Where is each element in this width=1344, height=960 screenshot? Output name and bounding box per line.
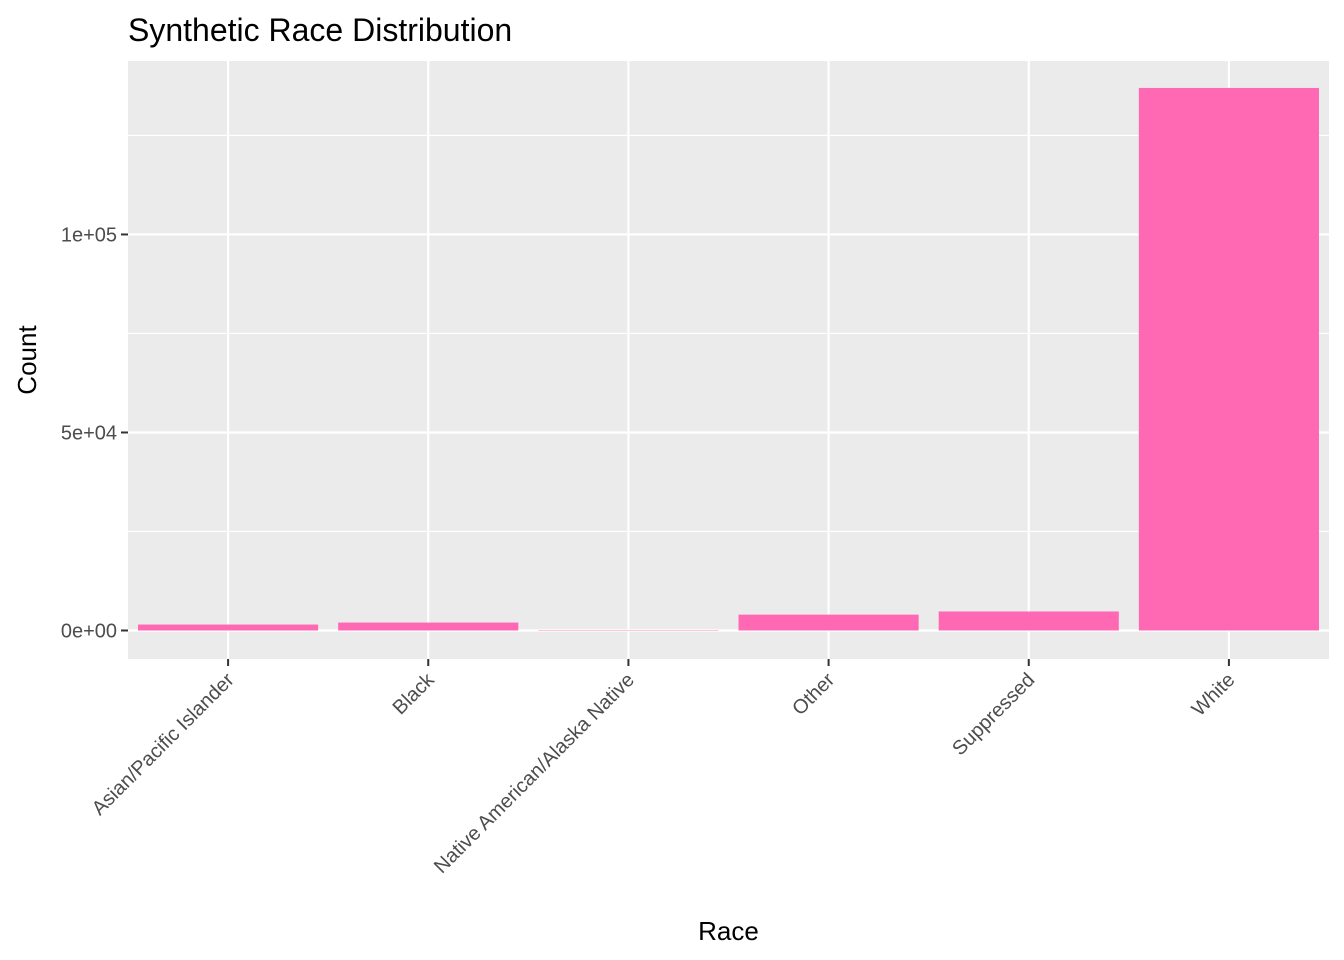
x-tick-label: Asian/Pacific Islander — [88, 669, 239, 820]
bar — [138, 624, 319, 631]
y-tick-label: 0e+00 — [61, 620, 117, 642]
x-axis-title: Race — [698, 916, 759, 946]
x-tick-label: Suppressed — [948, 669, 1039, 760]
x-tick-label: Other — [788, 669, 839, 720]
grid-minor — [128, 134, 1329, 533]
y-tick-label: 1e+05 — [61, 224, 117, 246]
bar — [1138, 87, 1319, 631]
y-axis: 0e+00 5e+04 1e+05 — [61, 224, 128, 642]
bar — [338, 622, 519, 631]
plot-panel — [128, 61, 1329, 659]
x-tick-label: White — [1188, 669, 1240, 721]
x-tick-label: Native American/Alaska Native — [430, 669, 639, 878]
grid-major — [128, 61, 1329, 659]
bar — [938, 611, 1119, 631]
y-tick-label: 5e+04 — [61, 422, 117, 444]
chart-title: Synthetic Race Distribution — [128, 12, 512, 48]
y-axis-title: Count — [12, 325, 42, 395]
x-tick-label: Black — [389, 668, 440, 719]
bar — [738, 614, 919, 631]
bars — [138, 87, 1319, 631]
